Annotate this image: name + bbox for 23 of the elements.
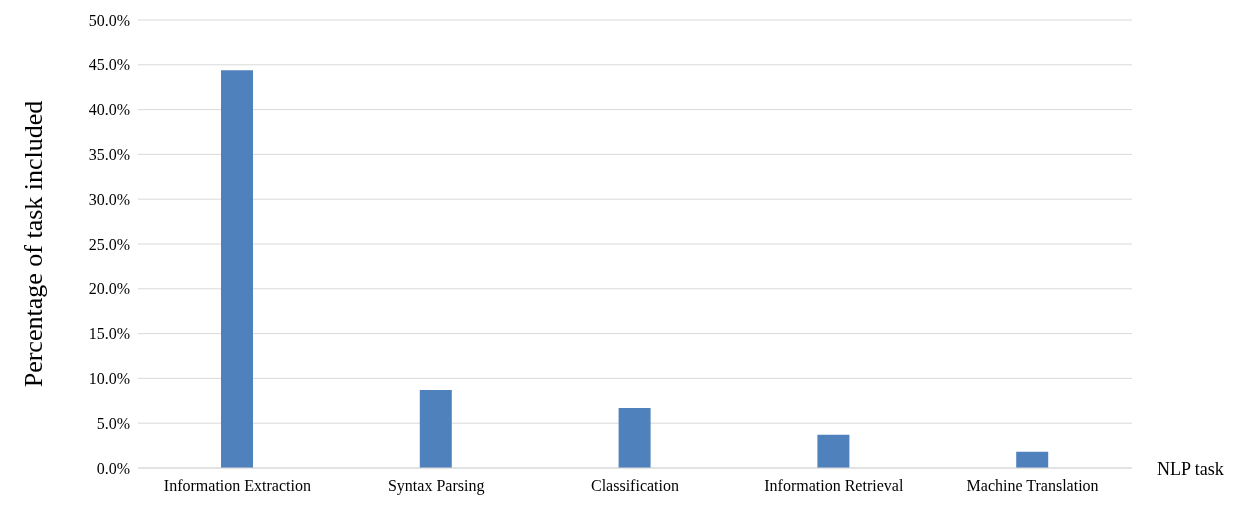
y-tick-label: 45.0%: [88, 56, 130, 74]
y-tick-label: 15.0%: [88, 325, 130, 343]
bar: [221, 70, 253, 468]
y-tick-label: 50.0%: [88, 11, 130, 29]
x-tick-label: Information Extraction: [163, 477, 311, 495]
bar: [1016, 451, 1049, 468]
bar: [817, 434, 850, 468]
y-tick-label: 25.0%: [88, 235, 130, 253]
bar: [618, 407, 651, 468]
bar: [419, 390, 452, 468]
y-tick-label: 20.0%: [88, 280, 130, 298]
y-tick-label: 40.0%: [88, 101, 130, 119]
x-tick-label: Machine Translation: [966, 477, 1099, 495]
x-tick-label: Classification: [591, 477, 679, 495]
y-tick-label: 30.0%: [88, 190, 130, 208]
y-axis-title: Percentage of task included: [19, 100, 49, 388]
y-tick-label: 0.0%: [96, 459, 130, 477]
y-tick-label: 10.0%: [88, 370, 130, 388]
x-tick-label: Syntax Parsing: [387, 477, 485, 496]
y-tick-label: 35.0%: [88, 146, 130, 164]
y-tick-label: 5.0%: [96, 414, 130, 432]
x-axis-title: NLP task: [1157, 459, 1224, 480]
x-tick-label: Information Retrieval: [764, 477, 904, 495]
